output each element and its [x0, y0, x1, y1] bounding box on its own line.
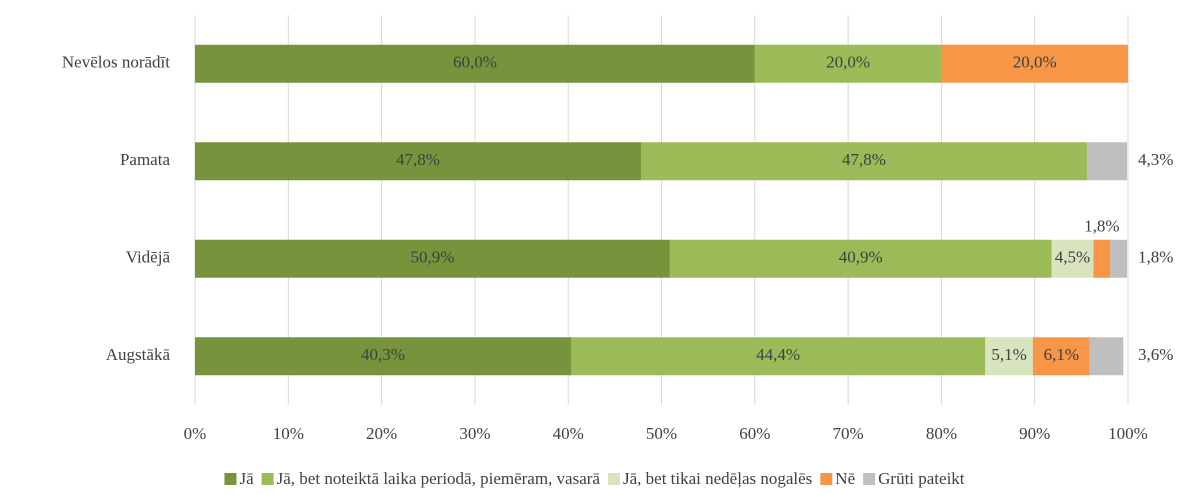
data-label: 6,1% — [1044, 345, 1079, 364]
x-tick-label: 30% — [459, 424, 490, 443]
data-label: 20,0% — [826, 53, 870, 72]
bar-segment — [570, 337, 986, 376]
bar-segment — [195, 337, 571, 376]
data-label: 4,5% — [1055, 248, 1090, 267]
bar-segment — [1051, 239, 1094, 278]
y-tick-label: Pamata — [120, 150, 170, 169]
legend-swatch — [224, 473, 237, 485]
data-label: 5,1% — [991, 345, 1026, 364]
data-label: 44,4% — [756, 345, 800, 364]
x-tick-label: 60% — [739, 424, 770, 443]
bar-segment — [1093, 239, 1111, 278]
bar-segment — [640, 142, 1087, 181]
legend: Jā Jā, bet noteiktā laika periodā, piemēr… — [224, 469, 965, 488]
data-label: 47,8% — [396, 150, 440, 169]
data-label: 1,8% — [1084, 217, 1119, 236]
bar-segment — [1086, 142, 1128, 181]
bar-segment — [985, 337, 1033, 376]
bar-segment — [669, 239, 1052, 278]
data-label: 20,0% — [1013, 53, 1057, 72]
legend-label: Jā, bet noteiktā laika periodā, piemēram… — [277, 469, 601, 488]
data-label: 47,8% — [842, 150, 886, 169]
bar-segment — [195, 44, 755, 83]
bar-segment — [1032, 337, 1090, 376]
data-label: 1,8% — [1138, 248, 1173, 267]
x-tick-label: 10% — [273, 424, 304, 443]
x-tick-label: 70% — [833, 424, 864, 443]
data-label: 50,9% — [410, 248, 454, 267]
data-label: 3,6% — [1138, 345, 1173, 364]
bar-segment — [1089, 337, 1124, 376]
data-label: 4,3% — [1138, 150, 1173, 169]
y-tick-label: Vidējā — [126, 248, 171, 267]
y-tick-label: Augstākā — [106, 345, 171, 364]
legend-swatch — [607, 473, 620, 485]
x-tick-label: 90% — [1019, 424, 1050, 443]
legend-label: Jā — [239, 469, 254, 488]
legend-swatch — [863, 473, 876, 485]
data-label: 60,0% — [453, 53, 497, 72]
legend-swatch — [820, 473, 833, 485]
data-label: 40,3% — [361, 345, 405, 364]
bar-segment — [195, 239, 670, 278]
bar-segment — [1110, 239, 1128, 278]
x-tick-label: 100% — [1108, 424, 1148, 443]
y-tick-label: Nevēlos norādīt — [62, 53, 170, 72]
bar-segment — [941, 44, 1128, 83]
x-tick-label: 40% — [553, 424, 584, 443]
legend-swatch — [261, 473, 274, 485]
legend-label: Grūti pateikt — [878, 469, 965, 488]
bar-segment — [195, 142, 641, 181]
bar-segment — [754, 44, 942, 83]
x-tick-label: 20% — [366, 424, 397, 443]
x-tick-label: 0% — [184, 424, 207, 443]
legend-label: Nē — [835, 469, 855, 488]
data-label: 40,9% — [839, 248, 883, 267]
x-tick-label: 80% — [926, 424, 957, 443]
x-tick-label: 50% — [646, 424, 677, 443]
legend-label: Jā, bet tikai nedēļas nogalēs — [623, 469, 812, 488]
